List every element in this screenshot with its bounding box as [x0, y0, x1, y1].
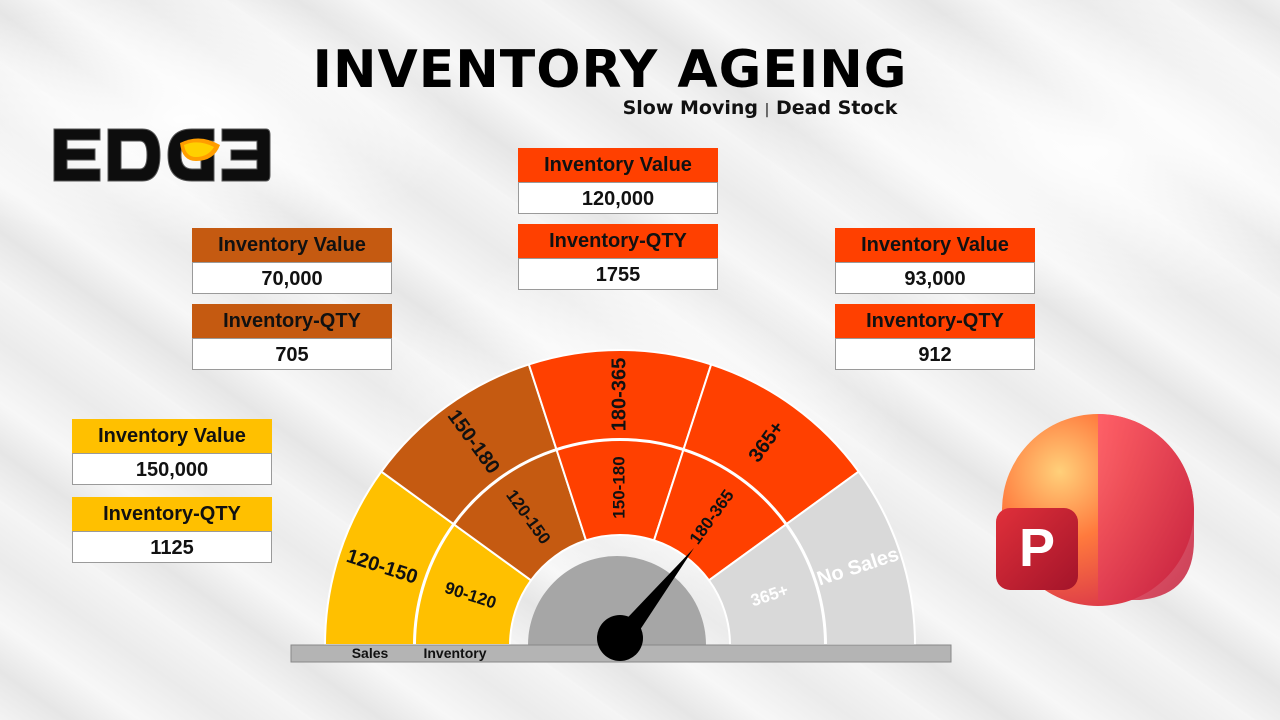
base-label-inventory: Inventory [423, 645, 486, 661]
inventory-value-label: Inventory Value [192, 228, 392, 262]
base-label-sales: Sales [352, 645, 389, 661]
gauge-needle-hub [597, 615, 643, 661]
card-sales-180-365: Inventory Value 120,000 Inventory-QTY 17… [518, 148, 718, 290]
page-subtitle: Slow Moving | Dead Stock [600, 97, 920, 119]
edge-logo [53, 128, 271, 182]
card-sales-150-180: Inventory Value 70,000 Inventory-QTY 705 [192, 228, 392, 370]
powerpoint-letter: P [1019, 518, 1055, 578]
subtitle-slow-moving: Slow Moving [622, 97, 758, 119]
subtitle-dead-stock: Dead Stock [775, 97, 898, 119]
page-title: INVENTORY AGEING [312, 40, 908, 100]
outer-label-2: 180-365 [608, 358, 630, 431]
inventory-qty: 1755 [518, 258, 718, 290]
card-sales-120-150: Inventory Value 150,000 Inventory-QTY 11… [72, 419, 272, 563]
inventory-qty: 705 [192, 338, 392, 370]
inventory-qty: 912 [835, 338, 1035, 370]
inventory-value: 70,000 [192, 262, 392, 294]
inventory-value: 120,000 [518, 182, 718, 214]
inventory-qty: 1125 [72, 531, 272, 563]
inventory-value-label: Inventory Value [72, 419, 272, 453]
inventory-value: 93,000 [835, 262, 1035, 294]
inventory-qty-label: Inventory-QTY [72, 497, 272, 531]
gauge-center-dial [528, 556, 706, 645]
gauge-needle [612, 548, 694, 642]
inventory-value-label: Inventory Value [835, 228, 1035, 262]
powerpoint-icon: P [996, 414, 1194, 606]
inventory-value: 150,000 [72, 453, 272, 485]
inventory-qty-label: Inventory-QTY [192, 304, 392, 338]
subtitle-separator: | [764, 102, 770, 118]
inventory-qty-label: Inventory-QTY [518, 224, 718, 258]
inventory-qty-label: Inventory-QTY [835, 304, 1035, 338]
inventory-value-label: Inventory Value [518, 148, 718, 182]
card-sales-365-plus: Inventory Value 93,000 Inventory-QTY 912 [835, 228, 1035, 370]
inner-label-2: 150-180 [609, 456, 628, 518]
